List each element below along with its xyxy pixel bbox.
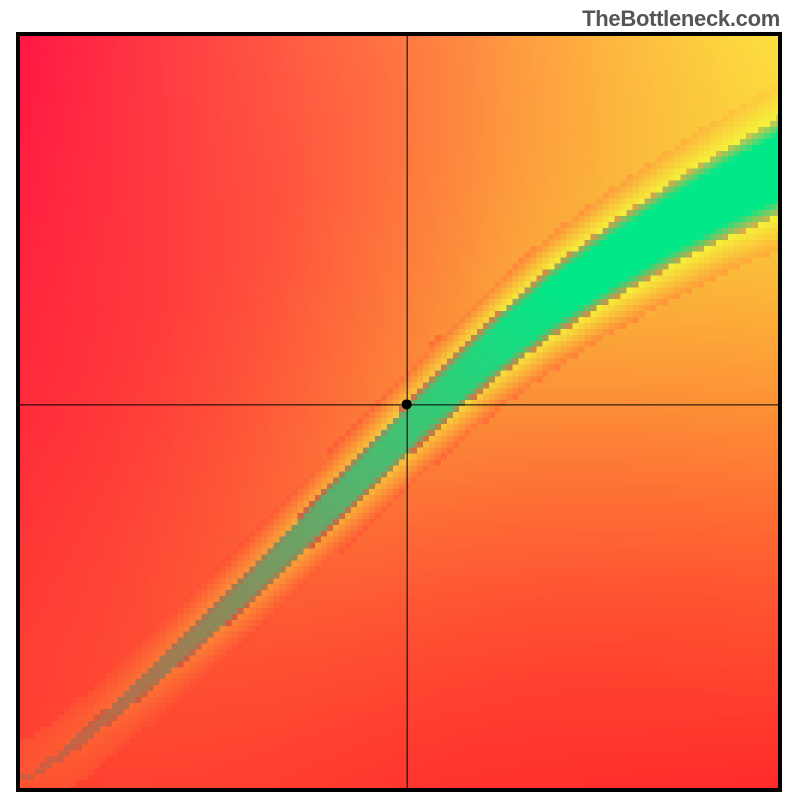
watermark-text: TheBottleneck.com: [582, 6, 780, 32]
heatmap-plot: [16, 32, 782, 792]
crosshair-overlay: [16, 32, 782, 792]
figure-container: { "watermark": { "text": "TheBottleneck.…: [0, 0, 800, 800]
